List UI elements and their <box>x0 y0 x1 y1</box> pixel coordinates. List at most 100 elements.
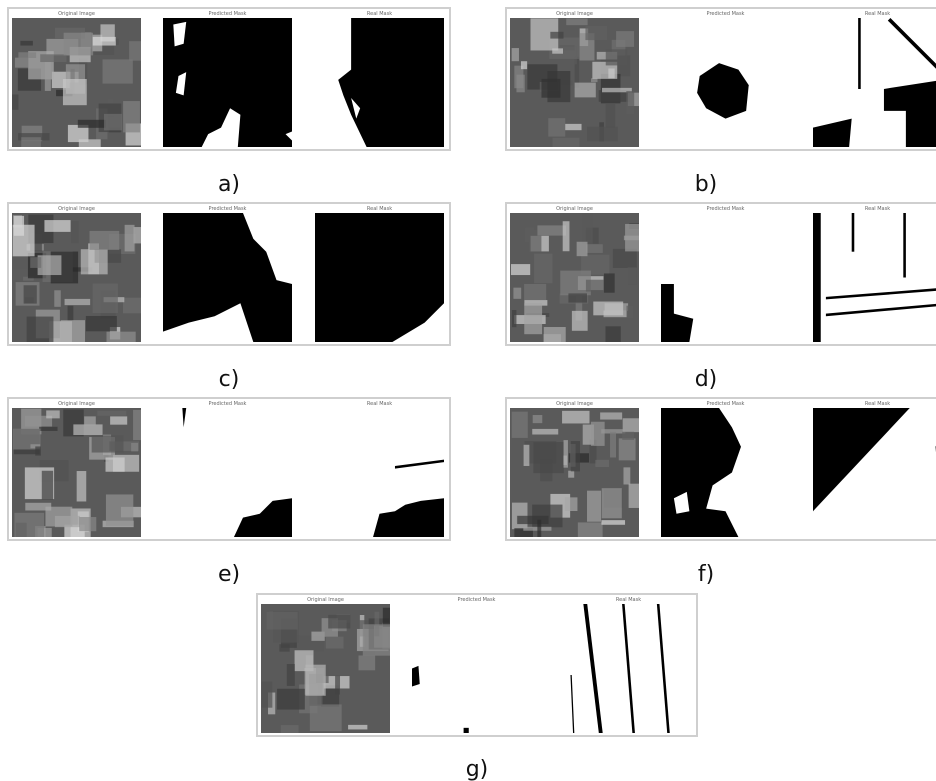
image-texture <box>27 317 54 344</box>
image-texture <box>623 467 630 484</box>
image-texture <box>533 415 543 423</box>
mask-region <box>903 213 906 278</box>
image-texture <box>622 432 634 440</box>
image-texture <box>79 517 96 531</box>
image-texture <box>532 429 558 435</box>
image-texture <box>619 438 636 460</box>
image-texture <box>125 225 135 252</box>
image-texture <box>550 32 563 39</box>
image-texture <box>586 244 602 253</box>
image-title: Real Mask <box>367 11 392 17</box>
real-mask <box>315 18 444 147</box>
image-texture <box>524 284 546 300</box>
image-texture <box>575 83 596 98</box>
image-texture <box>104 114 122 130</box>
image-texture <box>93 37 116 46</box>
image-texture <box>13 225 35 257</box>
predicted-mask <box>163 213 292 342</box>
image-texture <box>512 48 519 61</box>
image-texture <box>287 664 295 686</box>
image-texture <box>106 332 135 342</box>
image-texture <box>12 94 18 109</box>
image-texture <box>348 725 367 730</box>
image-texture <box>326 637 344 649</box>
image-texture <box>616 31 634 47</box>
image-texture <box>54 290 60 307</box>
real-mask <box>564 604 693 733</box>
mask-background <box>412 604 541 733</box>
image-texture <box>513 288 521 299</box>
panel-caption: b) <box>695 172 718 197</box>
image-texture <box>541 79 560 98</box>
image-texture <box>572 311 588 331</box>
image-texture <box>65 299 91 305</box>
image-texture <box>92 435 124 452</box>
image-texture <box>570 444 576 467</box>
image-title: Real Mask <box>865 206 890 212</box>
image-texture <box>106 494 133 525</box>
image-texture <box>18 52 36 58</box>
image-title: Predicted Mask <box>707 11 745 17</box>
original-image <box>12 213 152 345</box>
image-texture <box>30 257 41 268</box>
image-title: Original Image <box>58 401 95 407</box>
predicted-mask <box>661 18 790 147</box>
image-texture <box>587 491 601 522</box>
original-image <box>510 18 641 159</box>
image-texture <box>77 471 87 501</box>
image-texture <box>565 124 581 130</box>
image-texture <box>537 225 566 235</box>
image-title: Predicted Mask <box>209 206 247 212</box>
mask-region <box>852 213 855 252</box>
image-texture <box>610 432 616 458</box>
image-texture <box>524 445 530 466</box>
image-texture <box>587 127 618 142</box>
image-texture <box>35 446 41 455</box>
image-texture <box>24 285 37 303</box>
image-texture <box>512 412 528 438</box>
image-texture <box>25 503 51 511</box>
image-texture <box>606 49 627 65</box>
real-mask <box>315 408 444 537</box>
image-title: Real Mask <box>865 11 890 17</box>
image-title: Original Image <box>58 11 95 17</box>
image-title: Original Image <box>556 11 593 17</box>
image-texture <box>562 411 589 424</box>
image-title: Real Mask <box>367 206 392 212</box>
image-texture <box>277 689 305 710</box>
image-texture <box>544 334 561 366</box>
image-texture <box>14 513 44 538</box>
mask-region <box>464 728 469 733</box>
figure: Original ImagePredicted MaskReal Maska)O… <box>0 0 936 781</box>
image-texture <box>46 410 60 418</box>
panel-caption: d) <box>695 367 718 392</box>
image-texture <box>534 254 552 284</box>
image-title: Predicted Mask <box>707 206 745 212</box>
image-texture <box>604 273 615 292</box>
real-mask <box>813 408 936 537</box>
image-texture <box>593 302 623 316</box>
predicted-mask <box>661 408 790 537</box>
image-texture <box>328 615 350 629</box>
image-texture <box>106 457 125 471</box>
image-title: Original Image <box>556 401 593 407</box>
image-texture <box>68 306 74 321</box>
image-texture <box>602 488 622 518</box>
image-title: Original Image <box>58 206 95 212</box>
image-texture <box>79 139 101 166</box>
original-image <box>510 408 649 554</box>
image-texture <box>131 443 138 451</box>
panel-caption: f) <box>698 562 714 587</box>
image-texture <box>40 54 66 62</box>
image-texture <box>521 61 527 69</box>
panel-caption: c) <box>219 367 240 392</box>
figure-panel: Original ImagePredicted MaskReal Mask <box>8 398 450 556</box>
image-texture <box>110 416 127 424</box>
figure-panel: Original ImagePredicted MaskReal Mask <box>257 594 697 740</box>
image-texture <box>310 704 342 731</box>
image-texture <box>281 725 299 740</box>
mask-region <box>858 18 861 89</box>
panel-caption: e) <box>218 562 240 587</box>
image-texture <box>548 118 565 137</box>
